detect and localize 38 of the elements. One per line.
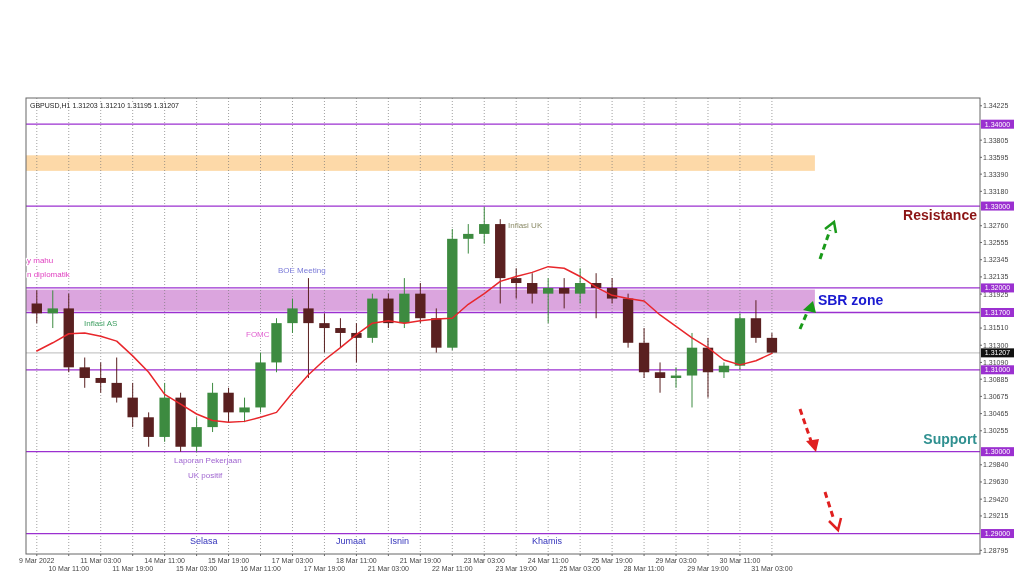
candlestick (31, 289, 42, 324)
candlestick (239, 397, 250, 423)
annotation: Inflasi UK (508, 221, 543, 230)
annotation: Khamis (532, 536, 563, 546)
candlestick (542, 277, 554, 324)
candlestick (143, 411, 154, 448)
annotation: BOE Meeting (278, 266, 326, 275)
annotation: FOMC (246, 330, 270, 339)
candlestick (527, 272, 538, 304)
candlestick (654, 361, 666, 394)
candlestick (463, 223, 474, 255)
candlestick (511, 267, 522, 300)
annotation: UK positif (188, 471, 224, 480)
candlestick (319, 312, 330, 354)
annotation: Jumaat (336, 536, 367, 546)
annotation: Laporan Pekerjaan (174, 456, 242, 465)
candlestick (95, 361, 106, 394)
text: Support (923, 431, 978, 447)
band-label: SBR zone (817, 292, 884, 309)
candlestick (479, 206, 490, 245)
candlestick (335, 317, 346, 349)
annotation: n diplomatik (27, 270, 71, 279)
candlestick (303, 277, 314, 379)
candlestick (287, 298, 298, 334)
annotation: Isnin (390, 536, 410, 546)
text: Resistance (903, 207, 978, 223)
candlestick (111, 357, 122, 404)
annotation: y mahu (27, 256, 54, 265)
annotation: Inflasi AS (84, 319, 118, 328)
candlestick (191, 416, 202, 453)
candlestick (750, 299, 762, 344)
candlestick (223, 387, 234, 423)
candlestick (47, 289, 58, 329)
candlestick (558, 277, 570, 309)
candlestick (127, 382, 138, 428)
candlestick (79, 357, 90, 389)
annotation: Selasa (190, 536, 218, 546)
candlestick (574, 267, 586, 304)
